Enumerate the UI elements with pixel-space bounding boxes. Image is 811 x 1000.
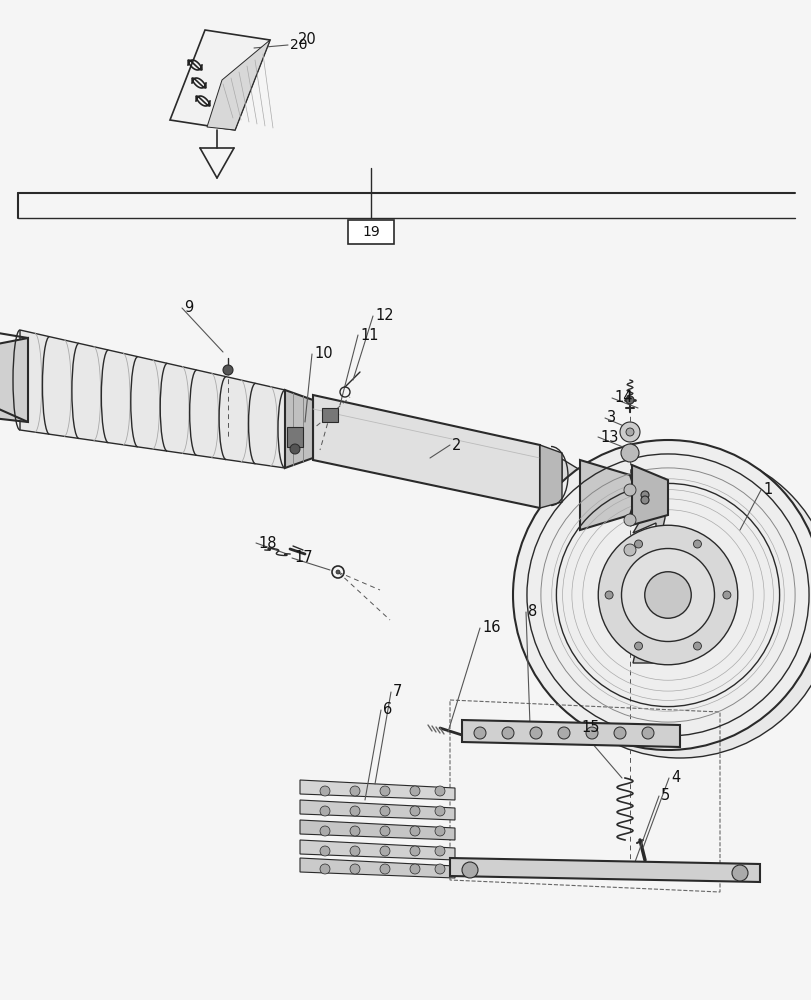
Circle shape (623, 514, 635, 526)
Text: 19: 19 (362, 225, 380, 239)
Polygon shape (299, 820, 454, 840)
Circle shape (410, 846, 419, 856)
Text: 17: 17 (294, 550, 312, 566)
Polygon shape (631, 465, 667, 525)
Polygon shape (449, 858, 759, 882)
Circle shape (640, 491, 648, 499)
Circle shape (693, 540, 701, 548)
Circle shape (620, 422, 639, 442)
Circle shape (290, 444, 299, 454)
Circle shape (380, 826, 389, 836)
Circle shape (410, 864, 419, 874)
Text: 11: 11 (359, 328, 378, 342)
Circle shape (604, 591, 612, 599)
Circle shape (461, 862, 478, 878)
Circle shape (633, 540, 642, 548)
Circle shape (320, 864, 329, 874)
Circle shape (525, 448, 811, 758)
Polygon shape (169, 30, 270, 130)
Text: 5: 5 (660, 788, 669, 804)
Circle shape (435, 864, 444, 874)
Circle shape (557, 727, 569, 739)
Circle shape (474, 727, 486, 739)
Circle shape (380, 846, 389, 856)
Text: 20: 20 (298, 32, 316, 47)
Text: 15: 15 (581, 720, 599, 736)
Text: 16: 16 (482, 620, 500, 636)
Polygon shape (579, 460, 634, 530)
Circle shape (320, 786, 329, 796)
Circle shape (350, 864, 359, 874)
Circle shape (642, 727, 653, 739)
Circle shape (620, 444, 638, 462)
Circle shape (435, 806, 444, 816)
Text: 9: 9 (184, 300, 193, 316)
Circle shape (320, 846, 329, 856)
Circle shape (320, 826, 329, 836)
Circle shape (410, 826, 419, 836)
Circle shape (350, 786, 359, 796)
Circle shape (640, 496, 648, 504)
Text: 4: 4 (670, 770, 680, 786)
Polygon shape (207, 40, 270, 130)
Text: 13: 13 (599, 430, 618, 444)
Circle shape (350, 826, 359, 836)
Circle shape (644, 572, 690, 618)
Polygon shape (286, 427, 303, 447)
Text: 1: 1 (762, 483, 771, 497)
Circle shape (722, 591, 730, 599)
Polygon shape (299, 780, 454, 800)
Polygon shape (299, 840, 454, 860)
Text: 14: 14 (613, 390, 632, 406)
Text: 10: 10 (314, 347, 333, 361)
Polygon shape (322, 408, 337, 422)
Circle shape (380, 786, 389, 796)
Circle shape (693, 642, 701, 650)
Circle shape (623, 484, 635, 496)
Circle shape (625, 428, 633, 436)
Circle shape (613, 727, 625, 739)
Circle shape (620, 548, 714, 642)
Text: 12: 12 (375, 308, 393, 324)
Circle shape (223, 365, 233, 375)
Circle shape (435, 826, 444, 836)
Polygon shape (312, 395, 539, 508)
Circle shape (380, 806, 389, 816)
Circle shape (530, 727, 541, 739)
FancyBboxPatch shape (348, 220, 393, 244)
Circle shape (586, 727, 597, 739)
Circle shape (410, 786, 419, 796)
Circle shape (336, 570, 340, 574)
Circle shape (380, 864, 389, 874)
Circle shape (320, 806, 329, 816)
Text: 2: 2 (452, 438, 461, 452)
Polygon shape (633, 478, 664, 663)
Polygon shape (20, 330, 285, 468)
Polygon shape (539, 445, 561, 508)
Circle shape (435, 846, 444, 856)
Polygon shape (299, 800, 454, 820)
Circle shape (350, 806, 359, 816)
Circle shape (625, 396, 633, 404)
Circle shape (598, 525, 737, 665)
Circle shape (731, 865, 747, 881)
Text: 8: 8 (527, 604, 537, 619)
Circle shape (350, 846, 359, 856)
Circle shape (633, 642, 642, 650)
Polygon shape (0, 338, 28, 422)
Text: 3: 3 (607, 410, 616, 426)
Polygon shape (299, 858, 454, 878)
Polygon shape (461, 720, 679, 747)
Text: 20: 20 (290, 38, 307, 52)
Circle shape (435, 786, 444, 796)
Polygon shape (285, 390, 312, 468)
Circle shape (410, 806, 419, 816)
Circle shape (501, 727, 513, 739)
Text: 18: 18 (258, 536, 277, 550)
Text: 6: 6 (383, 702, 392, 718)
Circle shape (513, 440, 811, 750)
Text: 7: 7 (393, 684, 402, 700)
Circle shape (623, 544, 635, 556)
Polygon shape (561, 459, 590, 510)
